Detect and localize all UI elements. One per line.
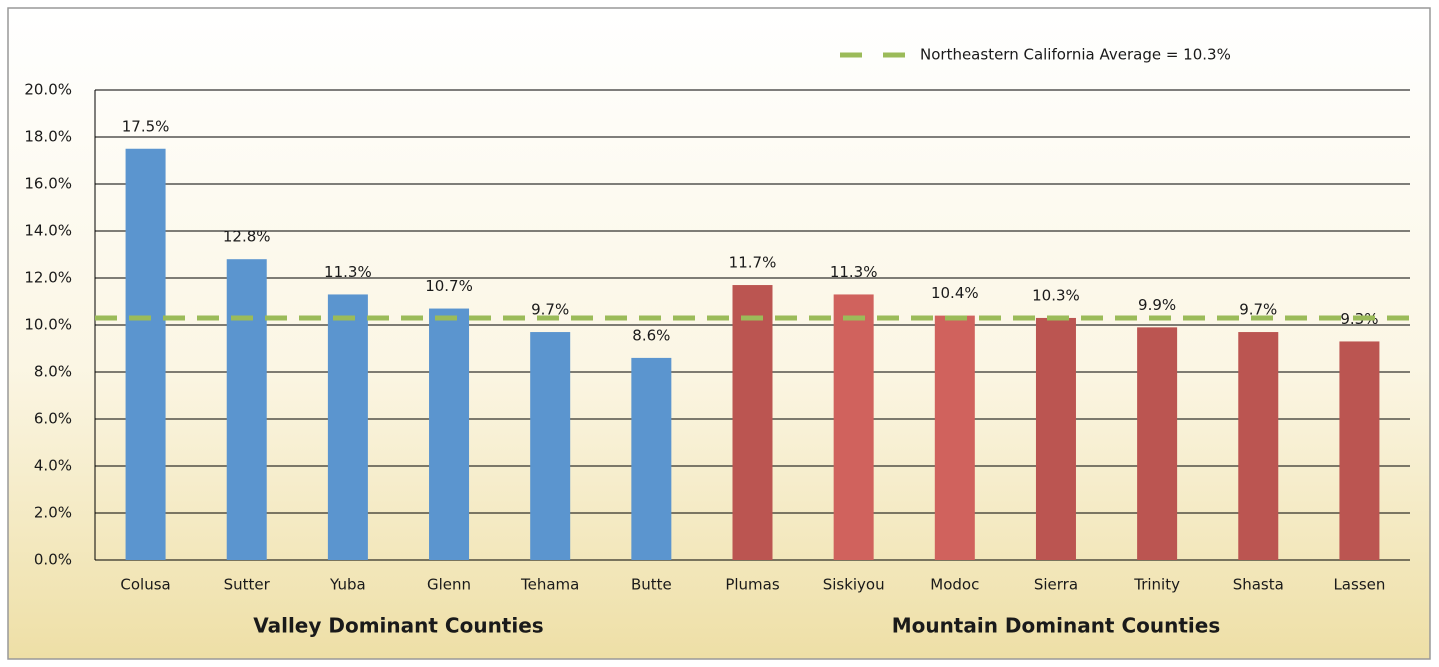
group-label: Mountain Dominant Counties — [892, 614, 1221, 638]
data-label: 11.3% — [830, 263, 878, 281]
bar — [125, 148, 166, 560]
x-tick-label: Butte — [631, 576, 672, 594]
data-label: 12.8% — [223, 228, 271, 246]
data-label: 10.4% — [931, 284, 979, 302]
group-label: Valley Dominant Counties — [253, 614, 543, 638]
data-label: 11.3% — [324, 263, 372, 281]
x-tick-label: Yuba — [329, 576, 366, 594]
x-tick-label: Glenn — [427, 576, 471, 594]
bar — [1035, 317, 1076, 560]
y-tick-label: 4.0% — [34, 457, 72, 475]
bar — [732, 285, 773, 560]
y-tick-label: 12.0% — [24, 269, 72, 287]
y-tick-label: 2.0% — [34, 504, 72, 522]
bar — [934, 315, 975, 560]
x-tick-label: Sierra — [1034, 576, 1078, 594]
data-label: 10.7% — [425, 277, 473, 295]
bar — [429, 308, 470, 560]
y-tick-label: 8.0% — [34, 363, 72, 381]
x-tick-label: Modoc — [930, 576, 979, 594]
x-tick-label: Sutter — [224, 576, 271, 594]
legend-label: Northeastern California Average = 10.3% — [920, 46, 1231, 64]
bar — [530, 332, 571, 560]
bar — [226, 259, 267, 560]
data-label: 17.5% — [122, 117, 170, 135]
data-label: 8.6% — [632, 326, 670, 344]
y-tick-label: 20.0% — [24, 81, 72, 99]
x-tick-label: Tehama — [520, 576, 579, 594]
chart-frame — [7, 7, 1431, 660]
x-tick-label: Lassen — [1333, 576, 1385, 594]
x-tick-label: Shasta — [1233, 576, 1284, 594]
x-tick-label: Trinity — [1133, 576, 1180, 594]
data-label: 11.7% — [729, 254, 777, 272]
bar — [833, 294, 874, 560]
data-label: 9.7% — [531, 301, 569, 319]
y-tick-label: 16.0% — [24, 175, 72, 193]
x-tick-label: Plumas — [725, 576, 780, 594]
y-tick-label: 0.0% — [34, 551, 72, 569]
data-label: 9.7% — [1239, 301, 1277, 319]
bar — [1238, 332, 1279, 560]
y-tick-label: 6.0% — [34, 410, 72, 428]
y-tick-label: 18.0% — [24, 128, 72, 146]
bar — [1339, 341, 1380, 560]
y-tick-label: 14.0% — [24, 222, 72, 240]
bar — [327, 294, 368, 560]
data-label: 9.9% — [1138, 296, 1176, 314]
x-tick-label: Colusa — [120, 576, 170, 594]
bar — [1137, 327, 1178, 560]
y-tick-label: 10.0% — [24, 316, 72, 334]
bar — [631, 357, 672, 560]
x-tick-label: Siskiyou — [823, 576, 885, 594]
data-label: 10.3% — [1032, 286, 1080, 304]
